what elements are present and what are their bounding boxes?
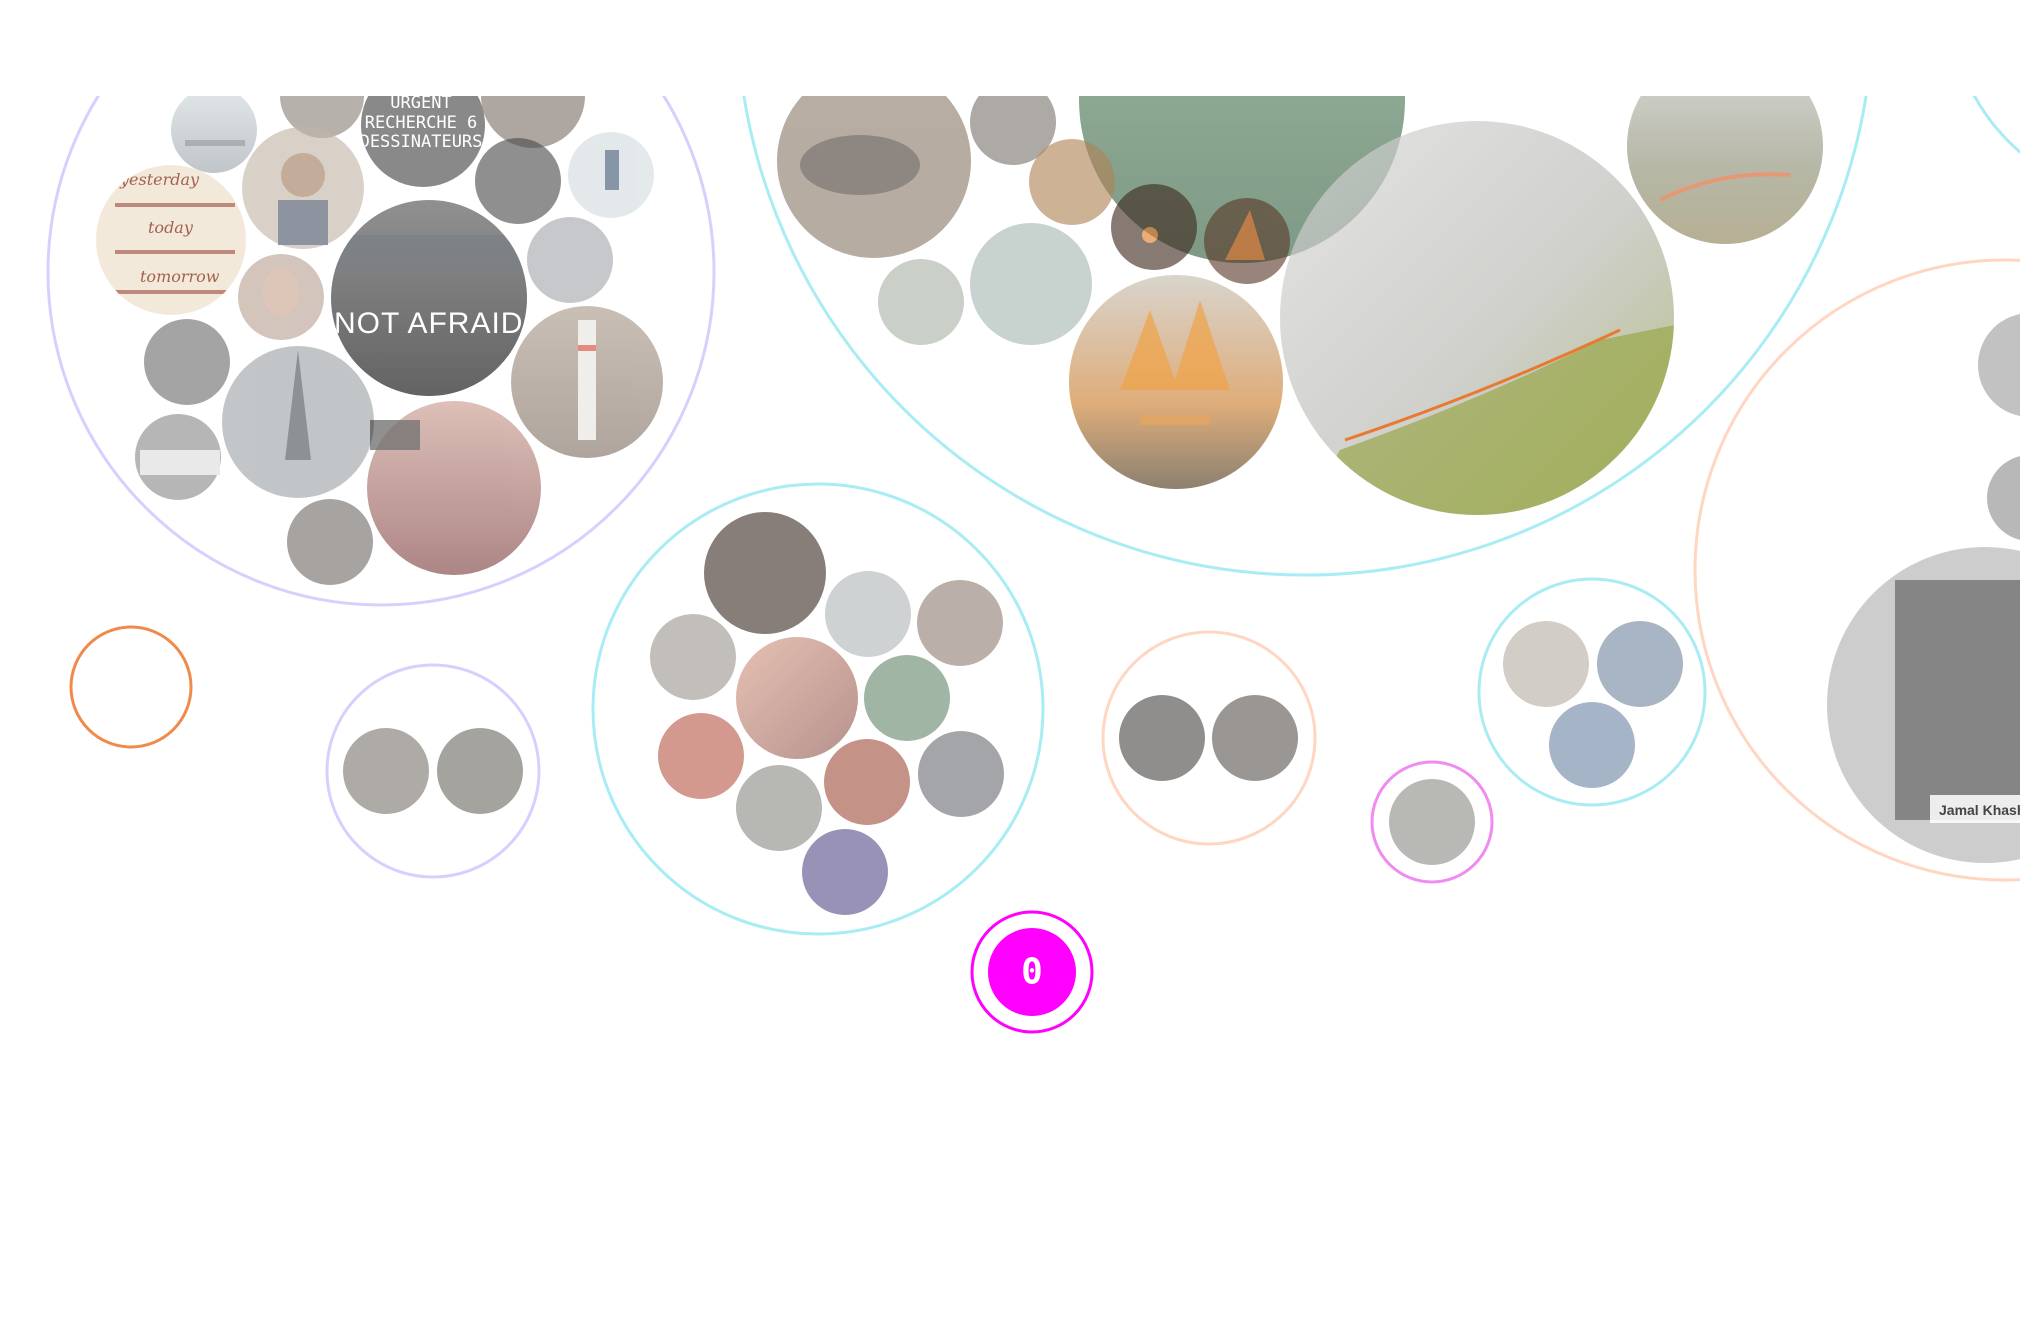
crowd-photo[interactable] [481,44,585,148]
sign-line-1: URGENT [390,93,451,113]
meeting-room-photo[interactable] [1389,779,1475,865]
urgent-sign-photo[interactable]: URGENT RECHERCHE 6 DESSINATEURS [360,63,485,187]
flames-photo[interactable] [1204,198,1290,284]
forest-fire-photo[interactable] [1069,275,1283,489]
hazy-valley-photo[interactable] [970,223,1092,345]
crowd-photo[interactable] [280,54,364,138]
doctor-photo[interactable] [918,731,1004,817]
counter-badge[interactable]: 0 [970,910,1094,1034]
crowd-photo[interactable] [917,580,1003,666]
politician-photo[interactable] [1119,695,1205,781]
paris-street-photo[interactable] [171,87,257,173]
hospital-photo[interactable] [736,765,822,851]
street-photo[interactable] [1987,455,2028,541]
ruins-photo[interactable] [144,319,230,405]
night-fire-photo[interactable] [1111,184,1197,270]
tower-photo[interactable] [511,306,663,458]
portrait-photo[interactable] [242,127,364,249]
sign-line-2: RECHERCHE 6 [365,113,478,133]
rubble-photo[interactable] [343,728,429,814]
burnt-trees-photo[interactable] [878,259,964,345]
store-shelf-photo[interactable] [1503,621,1589,707]
skin-closeup-photo[interactable] [824,739,910,825]
not-afraid-banner: NOT AFRAID [334,307,523,340]
cluster-ring [1477,577,1707,807]
cluster-wildfires[interactable] [737,0,1873,577]
grocery-photo[interactable] [1597,621,1683,707]
finger-photo[interactable] [864,655,950,741]
cluster-ring [1370,760,1494,884]
eiffel-tower-photo[interactable] [222,346,374,498]
cluster-ring [46,96,716,607]
smoke-field-photo[interactable] [1627,48,1823,244]
face-photo[interactable] [238,254,324,340]
cluster-meeting[interactable] [1370,760,1494,884]
burning-animal-photo[interactable] [777,64,971,258]
selfie-crowd-photo[interactable] [287,499,373,585]
building-photo[interactable] [1978,313,2028,417]
purple-crowd-photo[interactable] [802,829,888,915]
cluster-ring [742,96,1868,577]
clock-word-tomorrow: tomorrow [140,267,220,286]
khashoggi-caption: Jamal Khasho [1939,802,2028,818]
beach-figure-photo[interactable] [568,132,654,218]
skin-lesion-photo[interactable] [736,637,858,759]
cluster-charlie-hebdo[interactable]: URGENT RECHERCHE 6 DESSINATEURS yesterda… [46,0,716,607]
cluster-ring [325,663,541,879]
cluster-supermarket[interactable] [1477,577,1707,807]
man-portrait-photo[interactable] [704,512,826,634]
politician-photo[interactable] [1212,695,1298,781]
cluster-khashoggi[interactable]: Jamal Khasho [1693,258,2028,882]
street-people-photo[interactable] [527,217,613,303]
clock-word-today: today [148,218,194,237]
rubble-photo[interactable] [437,728,523,814]
koala-photo[interactable] [970,79,1056,165]
sign-line-3: DESSINATEURS [360,132,483,152]
cluster-ring [1101,630,1317,846]
crowd-red-photo[interactable] [658,713,744,799]
cluster-health[interactable] [591,482,1045,936]
not-afraid-photo[interactable]: NOT AFRAID [330,200,530,396]
counter-value: 0 [1021,952,1043,993]
product-photo[interactable] [1549,702,1635,788]
newspaper-photo[interactable] [650,614,736,700]
cluster-politicians[interactable] [1101,630,1317,846]
press-room-photo[interactable] [135,414,221,500]
empty-cluster-ring[interactable] [69,625,193,749]
cluster-ring [591,482,1045,936]
rally-crowd-photo[interactable] [367,401,541,575]
cluster-rubble[interactable] [325,663,541,879]
firefighter-photo[interactable] [1029,139,1115,225]
cluster-ring [1693,258,2020,882]
cluster-ring [1972,96,2020,154]
khashoggi-police-photo[interactable]: Jamal Khasho [1827,547,2028,863]
clock-photo[interactable]: yesterday today tomorrow [96,165,246,315]
cluster-partial-top-right[interactable] [1950,0,2028,200]
dark-night-photo[interactable] [475,138,561,224]
clock-word-yesterday: yesterday [119,170,200,189]
smoke-forest-photo[interactable] [1280,121,1700,520]
hand-photo[interactable] [825,571,911,657]
